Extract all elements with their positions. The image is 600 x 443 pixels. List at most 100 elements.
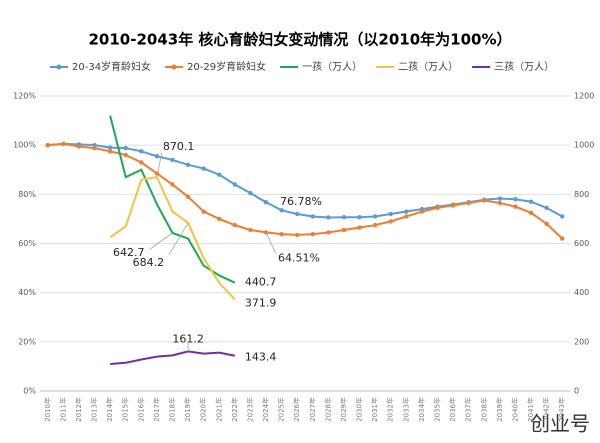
x-tick-label: 2041年 [526, 397, 535, 422]
x-tick-label: 2020年 [199, 397, 208, 422]
point [388, 219, 393, 224]
x-tick-label: 2035年 [433, 397, 442, 422]
point [544, 221, 549, 227]
chart-title: 2010-2043年 核心育龄妇女变动情况（以2010年为100%） [88, 31, 511, 49]
y-tick-label: 0% [23, 387, 36, 396]
point [513, 204, 518, 209]
point [123, 145, 128, 151]
point [388, 211, 393, 217]
point [217, 172, 222, 177]
point [185, 194, 191, 199]
point [341, 214, 347, 220]
x-tick-label: 2016年 [136, 397, 145, 422]
y2-tick-label: 0 [574, 387, 579, 396]
point [201, 209, 206, 214]
point [528, 199, 534, 204]
x-tick-label: 2013年 [90, 397, 99, 422]
point [357, 225, 362, 230]
legend-label: 一孩（万人） [302, 60, 362, 73]
x-tick-label: 2028年 [323, 397, 332, 422]
point [107, 145, 113, 150]
data-label: 143.4 [245, 351, 277, 364]
data-label: 684.2 [133, 256, 165, 269]
point [482, 198, 487, 203]
point [544, 205, 549, 211]
data-label: 870.1 [163, 140, 195, 153]
x-tick-label: 2034年 [417, 397, 426, 422]
point [497, 200, 503, 206]
point [404, 209, 409, 214]
x-tick-label: 2040年 [510, 397, 519, 422]
x-tick-label: 2015年 [121, 397, 130, 422]
y-tick-label: 80% [18, 190, 36, 199]
point [123, 152, 128, 158]
series-line [110, 350, 236, 365]
y2-tick-label: 400 [574, 288, 589, 297]
y2-tick-label: 800 [574, 190, 589, 199]
point [279, 208, 284, 213]
x-tick-label: 2025年 [277, 397, 286, 422]
point [92, 145, 97, 151]
point [185, 162, 191, 168]
legend-label: 三孩（万人） [494, 60, 554, 73]
series-line [109, 175, 236, 301]
point [76, 144, 82, 149]
point [217, 216, 222, 222]
legend-label: 20-34岁育龄妇女 [72, 60, 151, 73]
point [560, 236, 565, 241]
leader-line [265, 232, 276, 254]
x-tick-label: 2037年 [464, 397, 473, 422]
data-label: 161.2 [172, 332, 204, 345]
y-tick-label: 100% [13, 141, 36, 150]
x-tick-label: 2019年 [183, 397, 192, 422]
x-tick-label: 2030年 [355, 397, 364, 422]
y-tick-label: 60% [18, 239, 36, 248]
point [357, 214, 362, 220]
x-tick-label: 2012年 [74, 397, 83, 422]
x-tick-label: 2027年 [308, 397, 317, 422]
x-tick-label: 2024年 [261, 397, 270, 422]
data-label: 440.7 [245, 276, 277, 289]
legend-label: 20-29岁育龄妇女 [187, 60, 266, 73]
x-tick-label: 2033年 [401, 397, 410, 422]
point [450, 203, 456, 208]
x-tick-label: 2032年 [386, 397, 395, 422]
y2-tick-label: 1000 [574, 141, 594, 150]
y-tick-label: 20% [18, 337, 36, 346]
point [248, 227, 253, 233]
x-tick-label: 2018年 [168, 397, 177, 422]
point [45, 142, 50, 148]
x-tick-label: 2038年 [479, 397, 488, 422]
point [154, 171, 160, 176]
point [497, 196, 503, 201]
point [232, 182, 238, 187]
point [107, 149, 113, 154]
point [310, 231, 315, 237]
x-tick-label: 2011年 [58, 397, 67, 422]
point [61, 141, 66, 147]
point [170, 182, 175, 187]
point [372, 214, 378, 219]
point [248, 190, 253, 196]
point [466, 200, 471, 206]
point [326, 215, 331, 220]
point [154, 154, 160, 159]
y-tick-label: 40% [18, 288, 36, 297]
y2-tick-label: 200 [574, 337, 589, 346]
point [528, 210, 534, 215]
x-tick-label: 2043年 [557, 397, 566, 422]
x-tick-label: 2029年 [339, 397, 348, 422]
legend-label: 二孩（万人） [398, 60, 458, 73]
point [232, 222, 238, 228]
point [201, 166, 206, 171]
data-label: 371.9 [245, 297, 277, 310]
series-line [47, 142, 563, 240]
x-tick-label: 2026年 [292, 397, 301, 422]
point [310, 214, 315, 219]
y-tick-label: 120% [13, 92, 36, 101]
point [419, 209, 425, 214]
x-tick-label: 2042年 [542, 397, 551, 422]
data-label: 76.78% [280, 195, 322, 208]
point [139, 149, 144, 154]
